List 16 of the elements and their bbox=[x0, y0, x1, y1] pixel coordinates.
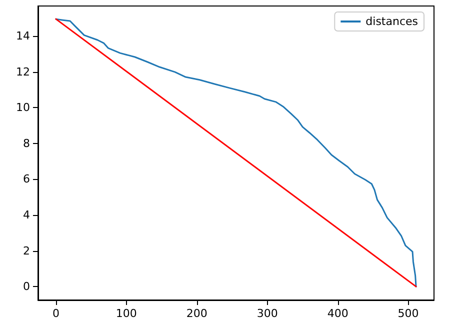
x-tick-label: 0 bbox=[52, 307, 60, 320]
line-series bbox=[55, 18, 417, 288]
y-tick-label: 0 bbox=[23, 280, 30, 294]
y-tick-label: 10 bbox=[16, 101, 30, 114]
x-tick-label: 300 bbox=[256, 307, 278, 320]
y-tick-label: 6 bbox=[23, 172, 30, 186]
x-tick-label: 400 bbox=[327, 307, 348, 320]
y-tick-label: 12 bbox=[16, 65, 30, 78]
legend-label: distances bbox=[366, 15, 418, 28]
x-tick-label: 100 bbox=[116, 307, 137, 320]
y-tick-label: 2 bbox=[23, 244, 30, 258]
x-tick-label: 200 bbox=[186, 307, 208, 320]
y-tick-label: 8 bbox=[23, 136, 30, 150]
y-tick-label: 14 bbox=[16, 30, 30, 43]
x-tick-label: 500 bbox=[398, 307, 419, 320]
y-tick-label: 4 bbox=[23, 208, 30, 222]
